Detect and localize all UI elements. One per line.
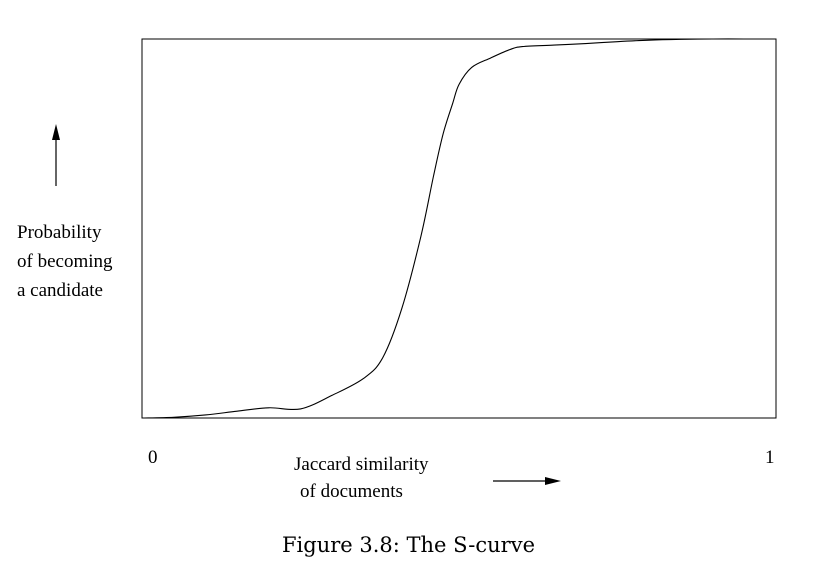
x-axis-arrow	[493, 477, 561, 485]
s-curve-line-0	[141, 38, 776, 419]
y-axis-label-line: a candidate	[17, 280, 103, 301]
y-axis-label-line: of becoming	[17, 251, 113, 272]
y-axis-arrow	[52, 124, 60, 186]
x-axis-label-line: Jaccard similarity	[294, 454, 429, 475]
plot-frame	[141, 38, 777, 419]
x-axis-label-line: of documents	[300, 481, 403, 502]
x-tick-label-1: 1	[765, 447, 775, 468]
figure-caption: Figure 3.8: The S-curve	[281, 533, 536, 557]
y-axis-label: Probability of becoming a candidate	[17, 218, 113, 305]
x-tick-label-0: 0	[148, 447, 158, 468]
y-axis-label-line: Probability	[17, 222, 102, 243]
x-axis-label: Jaccard similarity of documents	[294, 451, 429, 505]
